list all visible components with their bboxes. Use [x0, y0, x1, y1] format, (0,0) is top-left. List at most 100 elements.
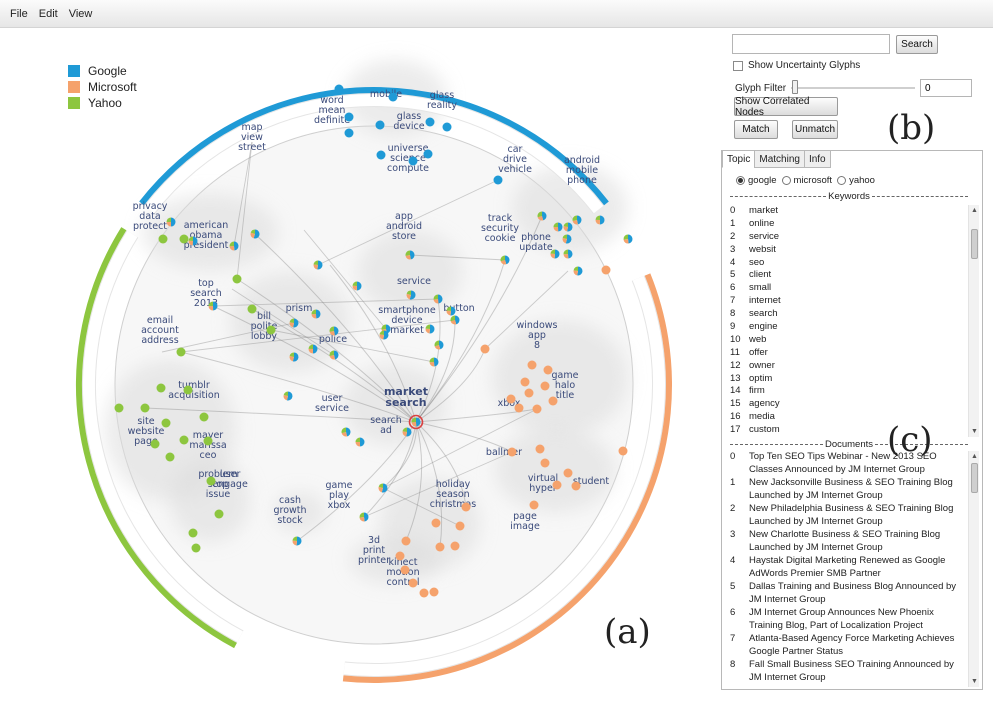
radio-microsoft-button[interactable] — [781, 176, 791, 185]
keyword-item[interactable]: 14 firm — [730, 385, 964, 398]
tab-info[interactable]: Info — [803, 151, 831, 168]
topic-node[interactable] — [344, 112, 354, 122]
document-item[interactable]: 6 JM Internet Group Announces New Phoenix… — [730, 607, 964, 632]
uncertainty-checkbox[interactable] — [733, 60, 743, 71]
menu-view[interactable]: View — [68, 7, 93, 20]
topic-node-pie[interactable] — [352, 281, 362, 291]
topic-node-pie[interactable] — [450, 315, 460, 325]
document-item[interactable]: 1 New Jacksonville Business & SEO Trainin… — [730, 477, 964, 502]
keywords-list[interactable]: 0 market 1 online 2 service 3 websit 4 seo 5 client… — [730, 205, 964, 437]
topic-node[interactable] — [395, 551, 405, 561]
topic-node[interactable] — [532, 404, 542, 414]
topic-node[interactable] — [419, 588, 429, 598]
radio-microsoft[interactable]: microsoft — [781, 175, 832, 186]
topic-node-pie[interactable] — [329, 350, 339, 360]
keywords-scrollbar[interactable]: ▲ ▼ — [968, 205, 979, 437]
topic-node[interactable] — [535, 444, 545, 454]
glyph-filter-slider-thumb[interactable] — [792, 80, 798, 94]
topic-node[interactable] — [114, 403, 124, 413]
topic-node[interactable] — [188, 528, 198, 538]
menu-edit[interactable]: Edit — [38, 7, 58, 20]
topic-node-pie[interactable] — [308, 344, 318, 354]
keyword-item[interactable]: 15 agency — [730, 398, 964, 411]
topic-node[interactable] — [334, 84, 344, 94]
topic-node-pie[interactable] — [553, 222, 563, 232]
topic-node-pie[interactable] — [292, 536, 302, 546]
topic-node[interactable] — [552, 480, 562, 490]
scroll-up-icon[interactable]: ▲ — [971, 453, 978, 460]
topic-node-pie[interactable] — [433, 294, 443, 304]
topic-node[interactable] — [203, 436, 213, 446]
topic-node-pie[interactable] — [573, 266, 583, 276]
keyword-item[interactable]: 13 optim — [730, 373, 964, 386]
topic-node[interactable] — [165, 452, 175, 462]
topic-node-pie[interactable] — [208, 301, 218, 311]
keyword-item[interactable]: 12 owner — [730, 360, 964, 373]
radio-yahoo-button[interactable] — [837, 176, 847, 185]
keyword-item[interactable]: 9 engine — [730, 321, 964, 334]
menu-file[interactable]: File — [10, 7, 28, 20]
topic-node-pie[interactable] — [563, 222, 573, 232]
tab-matching[interactable]: Matching — [754, 151, 805, 168]
topic-node[interactable] — [375, 120, 385, 130]
topic-node-pie[interactable] — [562, 234, 572, 244]
topic-node-pie[interactable] — [329, 326, 339, 336]
topic-node[interactable] — [376, 150, 386, 160]
topic-node-pie[interactable] — [283, 391, 293, 401]
topic-node[interactable] — [514, 403, 524, 413]
topic-node[interactable] — [435, 542, 445, 552]
document-item[interactable]: 3 New Charlotte Business & SEO Training B… — [730, 529, 964, 554]
keyword-item[interactable]: 7 internet — [730, 295, 964, 308]
topic-node[interactable] — [543, 365, 553, 375]
document-item[interactable]: 4 Haystak Digital Marketing Renewed as Go… — [730, 555, 964, 580]
topic-node[interactable] — [247, 304, 257, 314]
topic-node-pie[interactable] — [311, 309, 321, 319]
topic-node[interactable] — [493, 175, 503, 185]
topic-node[interactable] — [524, 388, 534, 398]
topic-node[interactable] — [540, 458, 550, 468]
topic-node[interactable] — [176, 347, 186, 357]
topic-node[interactable] — [571, 481, 581, 491]
topic-node[interactable] — [442, 122, 452, 132]
topic-node[interactable] — [191, 543, 201, 553]
topic-node[interactable] — [540, 381, 550, 391]
search-button[interactable]: Search — [896, 35, 938, 54]
topic-node[interactable] — [199, 412, 209, 422]
topic-node[interactable] — [214, 509, 224, 519]
unmatch-button[interactable]: Unmatch — [792, 120, 838, 139]
topic-node[interactable] — [266, 325, 276, 335]
topic-node-pie[interactable] — [623, 234, 633, 244]
radio-google[interactable]: google — [736, 175, 777, 186]
topic-node-pie[interactable] — [425, 324, 435, 334]
topic-node[interactable] — [529, 500, 539, 510]
topic-node[interactable] — [400, 565, 410, 575]
topic-node-pie[interactable] — [289, 318, 299, 328]
topic-node[interactable] — [548, 396, 558, 406]
topic-node[interactable] — [408, 156, 418, 166]
tab-topic[interactable]: Topic — [722, 151, 756, 168]
keyword-item[interactable]: 16 media — [730, 411, 964, 424]
topic-node[interactable] — [506, 394, 516, 404]
topic-node-pie[interactable] — [572, 215, 582, 225]
document-item[interactable]: 8 Fall Small Business SEO Training Announ… — [730, 659, 964, 684]
yahoo-ring[interactable] — [76, 227, 237, 649]
topic-node-pie[interactable] — [355, 437, 365, 447]
search-input[interactable] — [732, 34, 890, 54]
keyword-item[interactable]: 10 web — [730, 334, 964, 347]
topic-node-pie[interactable] — [341, 427, 351, 437]
topic-node-pie[interactable] — [229, 241, 239, 251]
microsoft-ring[interactable] — [342, 273, 672, 683]
topic-node[interactable] — [140, 403, 150, 413]
topic-node[interactable] — [388, 92, 398, 102]
topic-node[interactable] — [232, 274, 242, 284]
topic-node-pie[interactable] — [550, 249, 560, 259]
topic-node[interactable] — [507, 447, 517, 457]
document-item[interactable]: 2 New Philadelphia Business & SEO Trainin… — [730, 503, 964, 528]
match-button[interactable]: Match — [734, 120, 778, 139]
scroll-down-icon[interactable]: ▼ — [971, 428, 978, 435]
topic-node[interactable] — [455, 521, 465, 531]
topic-node[interactable] — [156, 383, 166, 393]
topic-node[interactable] — [408, 578, 418, 588]
topic-node-pie[interactable] — [166, 217, 176, 227]
